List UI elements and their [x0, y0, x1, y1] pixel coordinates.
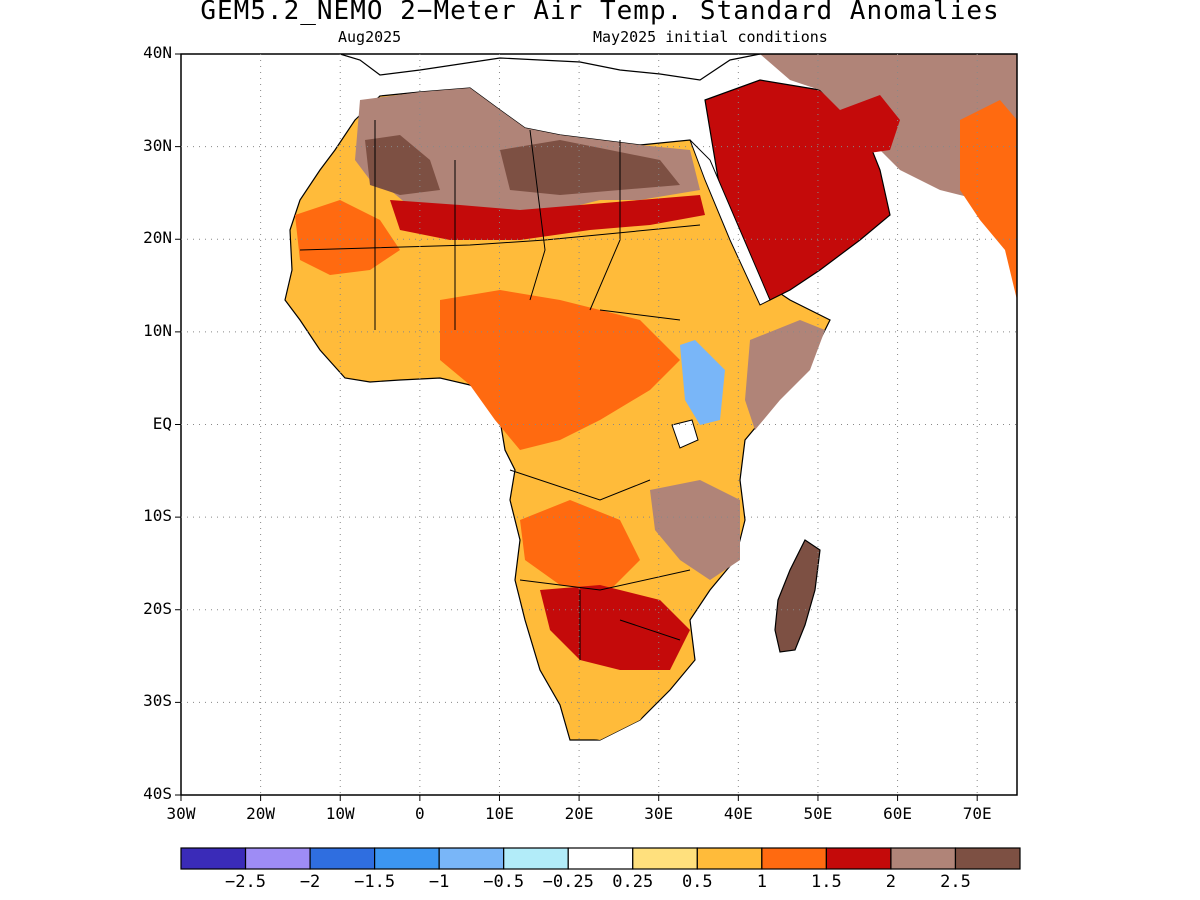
lake-victoria — [671, 419, 699, 449]
lon-label: 70E — [962, 804, 992, 823]
colorbar-swatch — [180, 847, 247, 870]
colorbar-swatch — [696, 847, 763, 870]
central-africa-orange — [440, 290, 680, 450]
lon-label: 10W — [325, 804, 355, 823]
colorbar-label: 0.5 — [681, 872, 713, 892]
angola-orange — [520, 500, 640, 590]
graticule — [181, 54, 1017, 795]
colorbar-swatch — [503, 847, 569, 870]
colorbar-label: −2 — [299, 872, 321, 892]
colorbar-swatch — [890, 847, 957, 870]
lon-label: 30E — [644, 804, 674, 823]
lon-label: 50E — [803, 804, 833, 823]
valid-month: Aug2025 — [338, 28, 402, 46]
colorbar-label: −1.5 — [354, 872, 396, 892]
lat-label: 10N — [143, 320, 172, 340]
lon-label: 20E — [564, 804, 594, 823]
colorbar-swatch — [438, 847, 505, 870]
iran-red-patch — [840, 95, 900, 155]
tanzania-brown — [650, 480, 740, 580]
colorbar-swatch — [567, 847, 634, 870]
lon-label: 30W — [166, 804, 196, 823]
colorbar-swatch — [309, 847, 376, 870]
map-title: GEM5.2_NEMO 2−Meter Air Temp. Standard A… — [200, 0, 1000, 26]
colorbar-label: −1 — [428, 872, 450, 892]
colorbar-swatch — [632, 847, 698, 870]
tick-marks — [175, 53, 978, 801]
lon-label: 40E — [723, 804, 753, 823]
lon-label: 60E — [883, 804, 913, 823]
lat-label: 40N — [143, 43, 172, 62]
europe-outline — [339, 54, 761, 81]
southern-africa-red — [540, 585, 690, 670]
east-africa-lightblue — [680, 340, 725, 425]
west-africa-orange — [295, 200, 400, 275]
lat-label: 20N — [143, 228, 172, 248]
colorbar-label: −2.5 — [225, 872, 266, 892]
lon-label: 10E — [485, 804, 514, 823]
colorbar-swatch — [244, 847, 311, 870]
sahara-dark-brown-east — [500, 140, 680, 195]
africa-anomaly-field — [284, 54, 1017, 741]
red-sea — [689, 139, 771, 306]
colorbar-swatch — [761, 847, 827, 870]
sahel-red-band — [390, 195, 705, 240]
colorbar-label: −0.5 — [483, 872, 525, 892]
colorbar-label: 2 — [885, 872, 897, 892]
colorbar-label: 2.5 — [940, 872, 971, 892]
colorbar-label: 1.5 — [811, 872, 842, 892]
lat-label: 30S — [143, 691, 172, 711]
horn-brown — [745, 320, 825, 430]
colorbar-swatch — [825, 847, 892, 870]
lat-label: EQ — [152, 413, 172, 433]
colorbar-label: 1 — [756, 872, 767, 892]
country-borders — [299, 120, 701, 660]
lon-label: 0 — [415, 804, 425, 823]
initial-conditions: May2025 initial conditions — [593, 28, 828, 46]
colorbar-swatch — [374, 847, 440, 870]
lat-label: 10S — [143, 506, 172, 526]
colorbar-label: −0.25 — [542, 872, 594, 892]
colorbar-label: 0.25 — [612, 872, 654, 892]
colorbar-swatch — [954, 847, 1021, 870]
sahara-dark-brown — [365, 135, 440, 195]
south-africa-yellow — [560, 680, 660, 740]
lat-label: 20S — [143, 598, 172, 618]
india-fill — [960, 100, 1017, 300]
lat-label: 40S — [143, 784, 172, 803]
lat-label: 30N — [143, 135, 172, 155]
lon-label: 20W — [246, 804, 276, 823]
colorbar — [180, 847, 1021, 870]
